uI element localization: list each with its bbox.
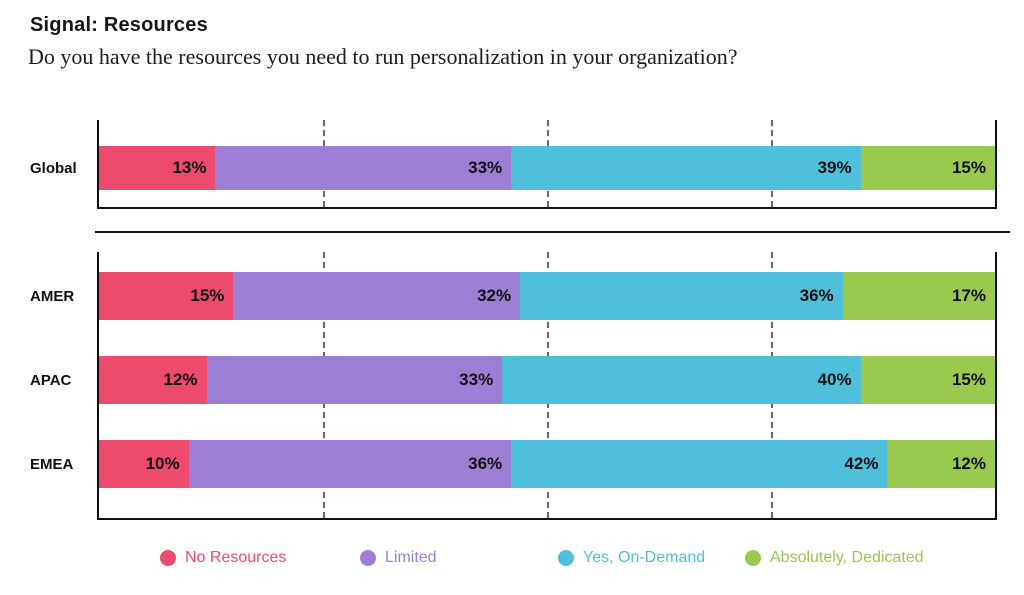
chart-question: Do you have the resources you need to ru… [28, 44, 738, 69]
bar-segment-limited: 32% [233, 272, 521, 320]
segment-value-label: 12% [951, 454, 986, 473]
segment-value-label: 13% [172, 158, 207, 177]
bar-segment-absolutely-dedicated: 15% [860, 146, 995, 190]
segment-value-label: 15% [190, 286, 225, 305]
bar-segment-no-resources: 13% [99, 146, 216, 190]
bar-segment-absolutely-dedicated: 12% [887, 440, 995, 488]
legend-label: No Resources [185, 549, 287, 566]
segment-value-label: 42% [844, 454, 879, 473]
bar-segment-yes-on-demand: 40% [502, 356, 861, 404]
bar-segment-yes-on-demand: 36% [520, 272, 843, 320]
segment-value-label: 32% [477, 286, 512, 305]
bar-segment-limited: 33% [215, 146, 512, 190]
legend-label: Yes, On-Demand [583, 549, 706, 566]
bar-segment-absolutely-dedicated: 15% [860, 356, 995, 404]
bar-segment-yes-on-demand: 39% [511, 146, 861, 190]
segment-value-label: 15% [951, 370, 986, 389]
segment-value-label: 36% [799, 286, 834, 305]
legend-item-yes-on-demand: Yes, On-Demand [558, 548, 705, 568]
legend-item-absolutely-dedicated: Absolutely, Dedicated [745, 548, 924, 568]
global-chart-plot: 13% 33% 39% 15% [97, 120, 997, 209]
regions-chart-plot: 15% 32% 36% 17% 12% 33% 40% 15% 10% 36% 42% 12% [97, 252, 997, 520]
legend-item-no-resources: No Resources [160, 548, 286, 568]
page-title: Signal: Resources [30, 14, 208, 36]
legend-label: Absolutely, Dedicated [770, 549, 924, 566]
row-label-apac: APAC [30, 371, 72, 389]
segment-value-label: 15% [951, 158, 986, 177]
bar-segment-absolutely-dedicated: 17% [842, 272, 995, 320]
segment-value-label: 39% [817, 158, 852, 177]
segment-value-label: 17% [951, 286, 986, 305]
legend-item-limited: Limited [360, 548, 437, 568]
segment-value-label: 33% [459, 370, 494, 389]
stacked-bar-global: 13% 33% 39% 15% [99, 146, 995, 190]
row-label-emea: EMEA [30, 455, 74, 473]
legend-dot [360, 550, 376, 566]
bar-segment-no-resources: 15% [99, 272, 234, 320]
row-label-amer: AMER [30, 287, 75, 305]
chart-divider [95, 231, 1010, 233]
bar-segment-limited: 33% [206, 356, 503, 404]
stacked-bar-apac: 12% 33% 40% 15% [99, 356, 995, 404]
bar-segment-yes-on-demand: 42% [511, 440, 888, 488]
legend-dot [160, 550, 176, 566]
bar-segment-limited: 36% [188, 440, 512, 488]
legend-dot [745, 550, 761, 566]
segment-value-label: 40% [817, 370, 852, 389]
segment-value-label: 12% [163, 370, 198, 389]
stacked-bar-amer: 15% 32% 36% 17% [99, 272, 995, 320]
legend-dot [558, 550, 574, 566]
segment-value-label: 33% [468, 158, 503, 177]
legend-label: Limited [385, 549, 437, 566]
segment-value-label: 10% [145, 454, 180, 473]
bar-segment-no-resources: 12% [99, 356, 207, 404]
stacked-bar-emea: 10% 36% 42% 12% [99, 440, 995, 488]
row-label-global: Global [30, 159, 77, 177]
bar-segment-no-resources: 10% [99, 440, 189, 488]
segment-value-label: 36% [468, 454, 503, 473]
